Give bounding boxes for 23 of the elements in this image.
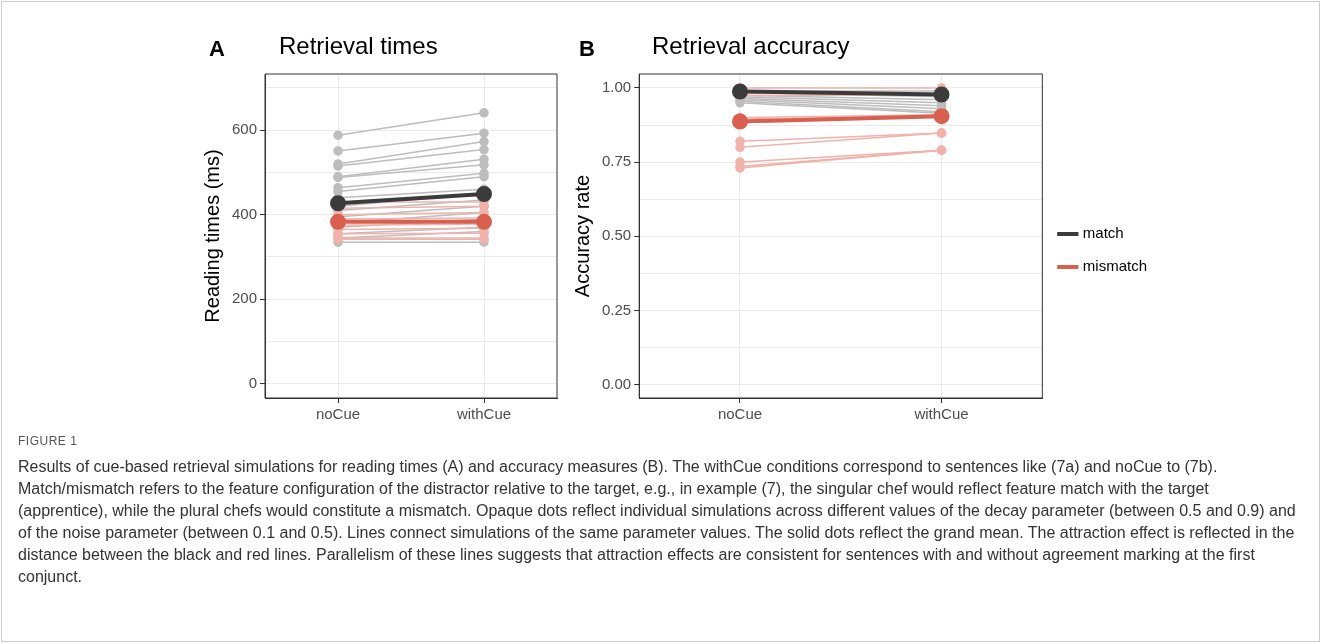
y-tick-label: 0.00 xyxy=(601,374,632,392)
text: Results of cue-based retrieval simulations for reading times (A) and accuracy measures (B). The withCue conditions correspond to sentences like (7a) and noCue to (7b). Match/mismatch refers to the feature configuration of the distractor relative to the target, e.g., in example (7), the singular chef would reflect feature match with the target (apprentice), while the plural chefs would constitute a mismatch. Opaque dots reflect individual simulations across different values of the decay parameter (between 0.5 and 0.9) and of the noise parameter (between 0.1 and 0.5). Lines connect simulations of the same parameter values. The solid dots reflect the grand mean. The attraction effect is reflected in the distance between the black and red lines. Parallelism of these lines suggests that attraction effects are consistent for sentences with and without agreement marking at the first conjunct. xyxy=(18,457,1297,587)
legend-label: mismatch xyxy=(1082,257,1148,275)
y-tick-label: 0.75 xyxy=(601,152,632,170)
chart-title: Retrieval times xyxy=(279,32,438,60)
x-tick-label: noCue xyxy=(315,405,361,423)
x-tick-label: withCue xyxy=(913,405,969,423)
text: A xyxy=(209,36,225,62)
caption: FIGURE 1 xyxy=(18,433,79,450)
y-tick-label: 0 xyxy=(248,373,258,391)
y-tick-label: 1.00 xyxy=(601,78,632,96)
y-tick-label: 200 xyxy=(232,289,258,307)
y-tick-label: 600 xyxy=(232,120,258,138)
x-tick-label: withCue xyxy=(455,405,512,423)
y-tick-label: 400 xyxy=(232,204,258,222)
y-axis-title: Reading times (ms) xyxy=(200,149,223,323)
x-tick-label: noCue xyxy=(717,405,763,423)
y-axis-title: Accuracy rate xyxy=(570,174,593,298)
legend-label: match xyxy=(1082,224,1124,242)
text: B xyxy=(579,36,595,62)
y-tick-label: 0.50 xyxy=(601,226,632,244)
chart-title: Retrieval accuracy xyxy=(652,32,850,60)
y-tick-label: 0.25 xyxy=(601,300,632,318)
